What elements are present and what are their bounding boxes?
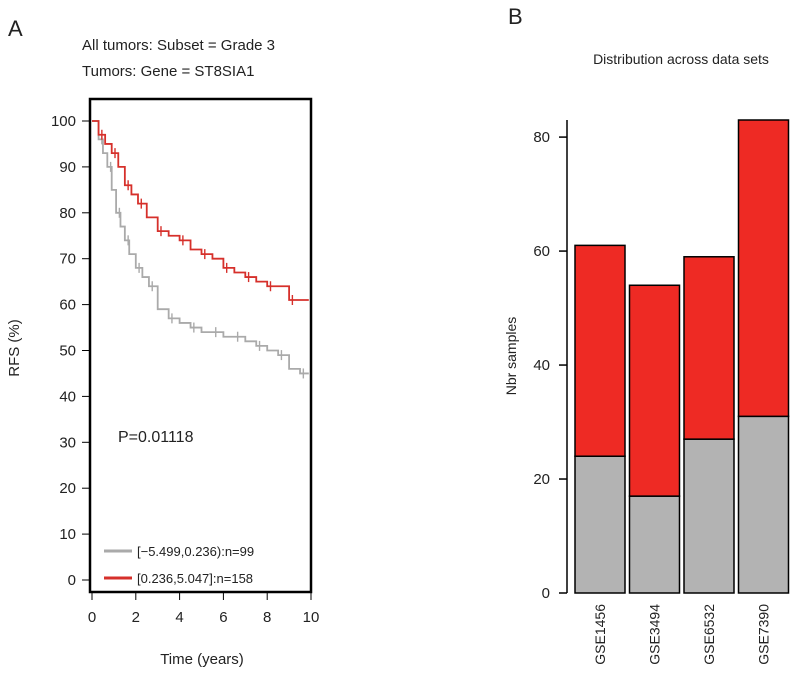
bar-segment-red <box>574 244 626 457</box>
bar-y-tick-label: 40 <box>533 357 550 374</box>
km-title-line1: All tumors: Subset = Grade 3 <box>82 37 275 54</box>
panel-a: A All tumors: Subset = Grade 3 Tumors: G… <box>6 16 319 668</box>
bar-category-label: GSE6532 <box>701 604 717 665</box>
km-xlabel: Time (years) <box>160 651 244 668</box>
bar-segment-gray <box>737 415 790 594</box>
y-tick-label: 50 <box>59 343 76 360</box>
x-tick-label: 2 <box>132 609 140 626</box>
legend-label-high: [0.236,5.047]:n=158 <box>137 571 253 586</box>
y-tick-label: 20 <box>59 480 76 497</box>
legend-label-low: [−5.499,0.236):n=99 <box>137 544 254 559</box>
bar-segment-red <box>628 284 681 497</box>
bar-axes: 0 20 40 60 80 <box>533 129 567 602</box>
bar-segment-gray <box>628 495 681 594</box>
bar-y-tick-label: 0 <box>542 585 550 602</box>
x-tick-label: 6 <box>219 609 227 626</box>
bar-title: Distribution across data sets <box>593 51 769 67</box>
km-title-line2: Tumors: Gene = ST8SIA1 <box>82 63 254 80</box>
bar-segment-red <box>737 119 790 418</box>
y-tick-label: 10 <box>59 526 76 543</box>
km-curve-high <box>92 120 309 301</box>
y-tick-label: 80 <box>59 205 76 222</box>
bar-marks: GSE1456 GSE3494 GSE6532 GSE7390 <box>574 119 790 665</box>
km-plot-frame <box>88 97 313 594</box>
y-tick-label: 0 <box>68 572 76 589</box>
bar-category-label: GSE1456 <box>592 604 608 665</box>
bar-segment-gray <box>574 455 626 594</box>
y-tick-label: 40 <box>59 388 76 405</box>
x-tick-label: 10 <box>303 609 320 626</box>
km-axes: 0 10 20 30 40 50 60 70 80 90 100 0 2 4 6 8 10 <box>51 113 319 626</box>
km-curve-low <box>92 120 309 375</box>
bar-category-label: GSE3494 <box>647 604 663 665</box>
panel-b-label: B <box>508 4 523 29</box>
bar-segment-gray <box>683 438 735 594</box>
panel-a-label: A <box>8 16 23 41</box>
bar-y-tick-label: 60 <box>533 243 550 260</box>
y-tick-label: 30 <box>59 434 76 451</box>
y-tick-label: 90 <box>59 159 76 176</box>
km-curves <box>92 120 309 379</box>
bar-segment-red <box>683 256 735 440</box>
bar-y-tick-label: 20 <box>533 471 550 488</box>
y-tick-label: 60 <box>59 297 76 314</box>
km-pvalue: P=0.01118 <box>118 429 194 446</box>
km-legend: [−5.499,0.236):n=99 [0.236,5.047]:n=158 <box>104 544 254 586</box>
bar-category-label: GSE7390 <box>756 604 772 665</box>
panel-b: B Distribution across data sets 0 20 40 60 8… <box>503 4 790 665</box>
bar-ylabel: Nbr samples <box>503 317 519 396</box>
x-tick-label: 8 <box>263 609 271 626</box>
bar-y-tick-label: 80 <box>533 129 550 146</box>
km-ylabel: RFS (%) <box>6 319 23 377</box>
x-tick-label: 0 <box>88 609 96 626</box>
y-tick-label: 100 <box>51 113 76 130</box>
x-tick-label: 4 <box>175 609 183 626</box>
y-tick-label: 70 <box>59 251 76 268</box>
